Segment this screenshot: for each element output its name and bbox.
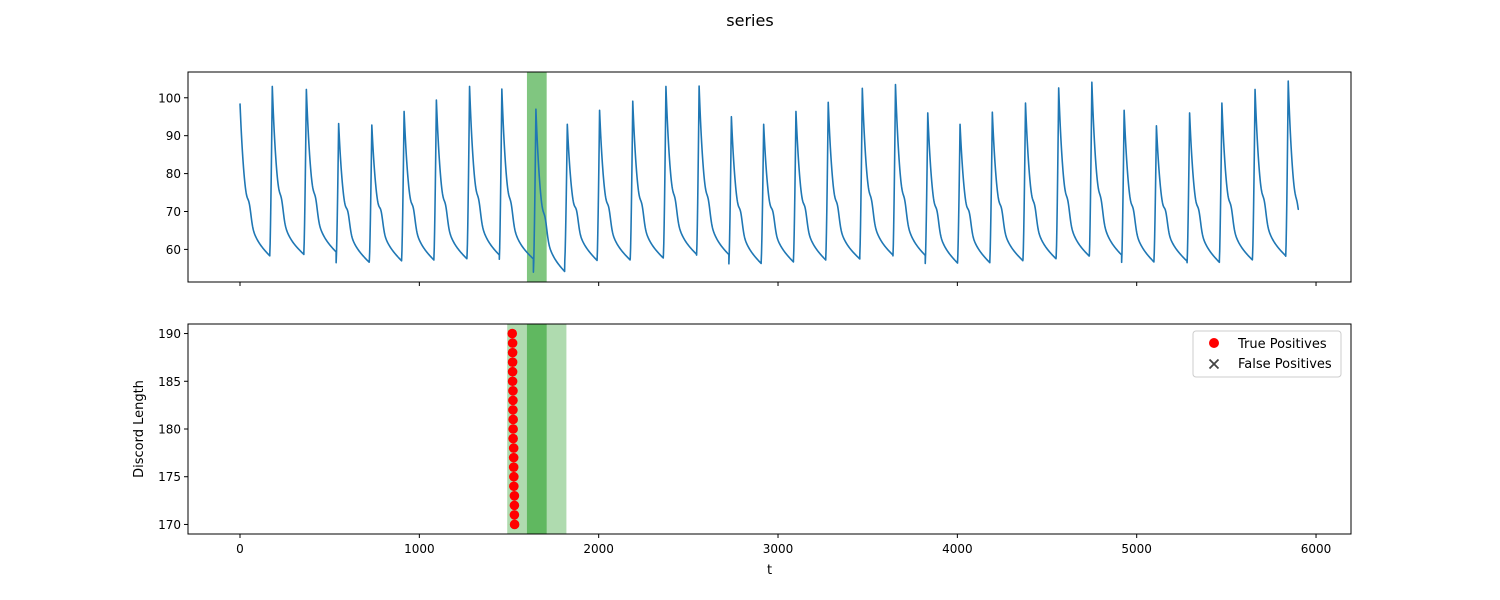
highlight-span-1 — [526, 324, 547, 534]
x-tick-label: 4000 — [942, 542, 973, 556]
y-axis-label: Discord Length — [132, 380, 147, 478]
legend-true-positives: True Positives — [1237, 337, 1327, 352]
true-positive-point — [508, 405, 518, 415]
y-tick-label: 60 — [166, 243, 181, 257]
legend-false-positive-marker — [1208, 358, 1220, 370]
true-positive-point — [509, 519, 520, 530]
true-positive-point — [509, 491, 520, 501]
true-positive-point — [508, 443, 519, 453]
x-tick-label: 2000 — [583, 542, 614, 556]
true-positive-points — [507, 328, 520, 530]
top-plot-frame — [187, 71, 1352, 283]
legend-false-positives: False Positives — [1238, 357, 1332, 372]
x-tick-label: 0 — [236, 542, 244, 556]
true-positive-point — [507, 366, 518, 377]
true-positive-point — [508, 395, 518, 406]
series-line — [239, 80, 1300, 273]
x-tick-label: 3000 — [763, 542, 794, 556]
legend-true-positive-marker — [1209, 338, 1219, 348]
true-positive-point — [508, 433, 518, 444]
x-tick-label: 6000 — [1301, 542, 1332, 556]
y-tick-label: 190 — [158, 327, 181, 341]
true-positive-point — [508, 414, 518, 425]
highlight-span-0 — [526, 72, 547, 282]
true-positive-point — [509, 500, 520, 511]
true-positive-point — [508, 386, 518, 396]
y-tick-label: 185 — [158, 375, 181, 389]
true-positive-point — [507, 338, 518, 348]
series-plot-panel: 60 70 80 90 100 — [158, 71, 1352, 286]
y-tick-label: 170 — [158, 518, 181, 532]
true-positive-point — [508, 462, 519, 472]
y-tick-label: 100 — [158, 91, 181, 105]
x-tick-label: 5000 — [1121, 542, 1152, 556]
legend: True Positives False Positives — [1192, 330, 1342, 378]
true-positive-point — [509, 481, 519, 492]
true-positive-point — [509, 471, 519, 482]
legend-box — [1192, 330, 1342, 378]
true-positive-point — [508, 424, 518, 434]
x-tick-label: 1000 — [404, 542, 435, 556]
top-highlight-spans — [526, 72, 547, 282]
chart-title: series — [726, 11, 773, 30]
bottom-axes: 0 1000 2000 3000 4000 5000 6000 170 175 180 185 190 — [158, 327, 1331, 556]
y-tick-label: 175 — [158, 470, 181, 484]
top-axes: 60 70 80 90 100 — [158, 91, 1317, 286]
true-positive-point — [507, 347, 518, 358]
true-positive-point — [507, 357, 518, 367]
true-positive-point — [507, 328, 518, 339]
y-tick-label: 90 — [166, 129, 181, 143]
x-axis-label: t — [767, 563, 772, 578]
y-tick-label: 70 — [166, 205, 181, 219]
true-positive-point — [509, 510, 520, 520]
true-positive-point — [508, 452, 519, 463]
y-tick-label: 80 — [166, 167, 181, 181]
y-tick-label: 180 — [158, 423, 181, 437]
true-positive-point — [507, 376, 518, 387]
discord-plot-panel: 0 1000 2000 3000 4000 5000 6000 170 175 180 185 190… — [132, 323, 1352, 578]
